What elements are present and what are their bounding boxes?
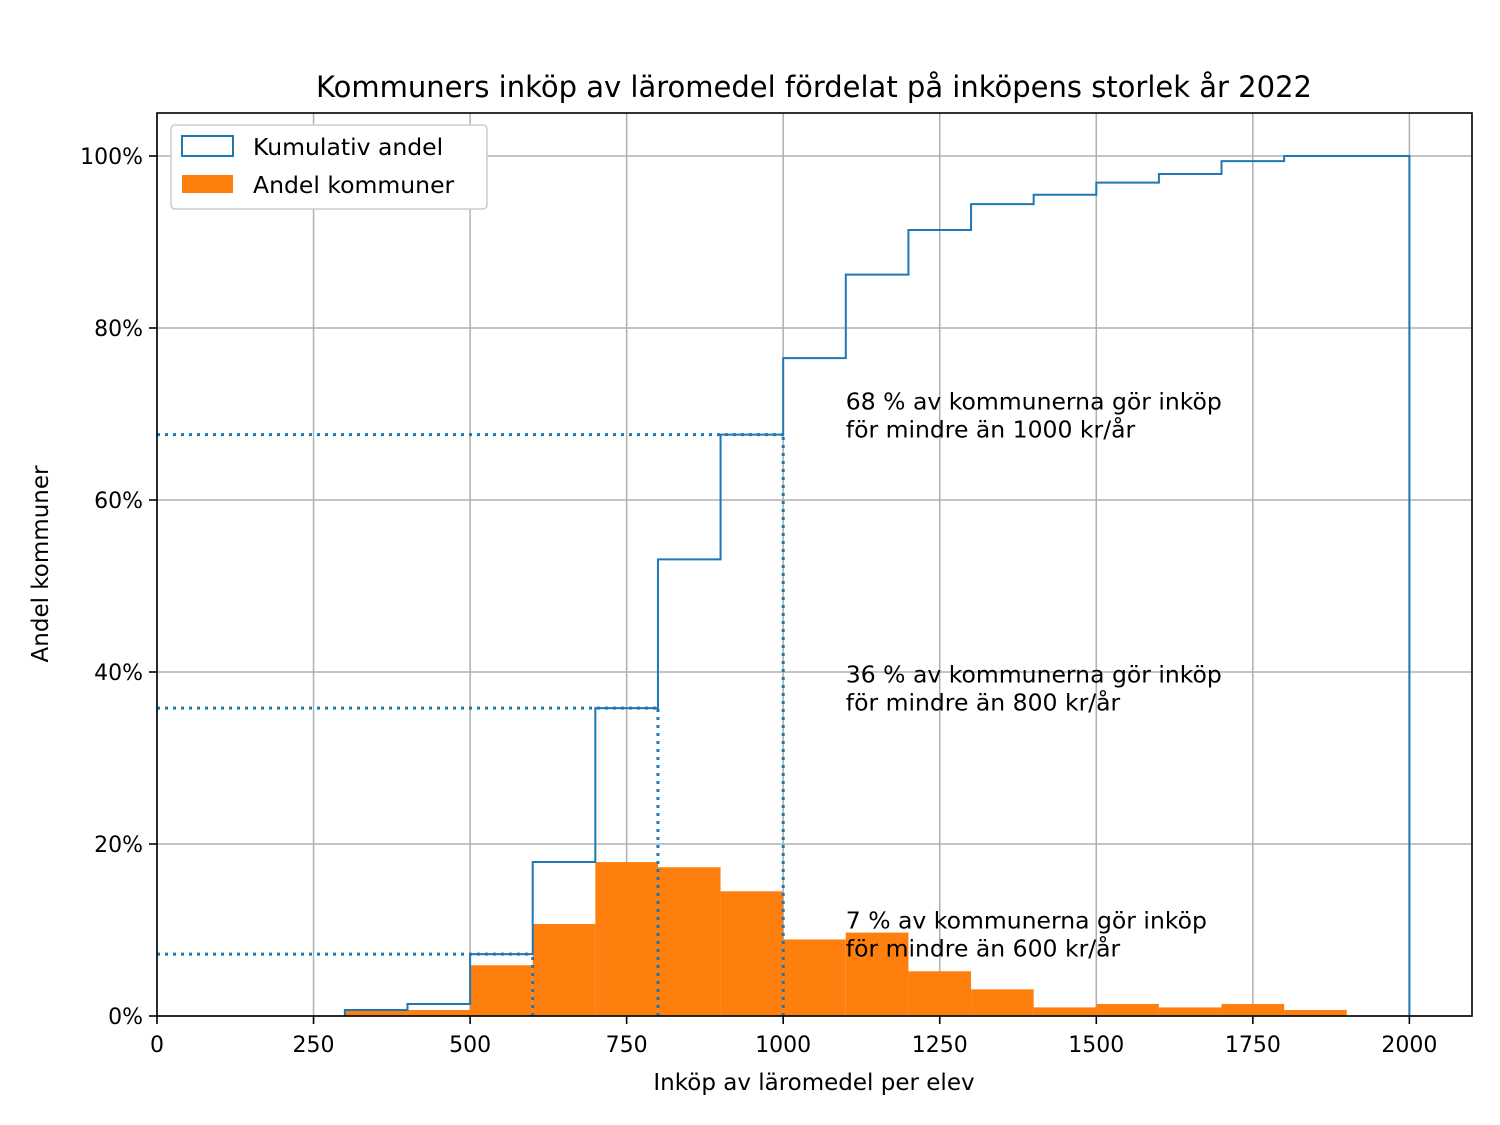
y-tick-label: 0% [108,1005,143,1030]
y-tick-label: 40% [94,661,143,686]
x-tick-label: 2000 [1381,1033,1437,1058]
cumulative-step-line [343,155,1411,1016]
x-tick-label: 1000 [755,1033,811,1058]
annotation-line: 7 % av kommunerna gör inköp [846,906,1207,934]
annotation-line: 68 % av kommunerna gör inköp [846,388,1222,416]
y-axis-ticks: 0% 20% 40% 60% 80% 100% [80,145,157,1030]
annotation-line: för mindre än 600 kr/år [846,934,1121,962]
histogram-bar [657,867,721,1016]
y-tick-label: 20% [94,833,143,858]
legend-swatch-bars [182,175,233,193]
histogram-bar [783,939,846,1016]
x-tick-label: 1750 [1225,1033,1281,1058]
x-axis-label: Inköp av läromedel per elev [653,1070,974,1096]
legend: Kumulativ andel Andel kommuner [170,124,488,210]
y-tick-label: 60% [94,489,143,514]
x-tick-label: 1500 [1068,1033,1124,1058]
reference-lines [157,433,785,1016]
chart-title: Kommuners inköp av läromedel fördelat på… [316,70,1312,104]
histogram-bar [470,965,533,1016]
histogram-bar [407,1009,471,1016]
x-axis-ticks: 0 250 500 750 1000 1250 1500 1750 2000 [150,1016,1437,1058]
y-tick-label: 80% [94,317,143,342]
x-tick-label: 500 [449,1033,491,1058]
histogram-bar [908,971,972,1016]
histogram-bar [1033,1007,1097,1016]
histogram-bar [595,862,658,1016]
legend-swatch-cumulative [181,135,234,157]
grid [156,113,1472,1017]
x-tick-label: 0 [150,1033,164,1058]
histogram-bar [720,891,784,1016]
y-axis-label: Andel kommuner [28,465,54,662]
bars-series [344,862,1347,1016]
annotation-line: 36 % av kommunerna gör inköp [846,660,1222,688]
annotation-line: för mindre än 1000 kr/år [846,416,1136,444]
x-tick-label: 250 [293,1033,335,1058]
histogram-bar [532,923,596,1016]
legend-box [170,124,488,210]
histogram-bar [1284,1009,1347,1016]
cumulative-series [343,155,1411,1016]
legend-label-cumulative: Kumulativ andel [253,133,443,161]
annotation-line: för mindre än 800 kr/år [846,688,1121,716]
x-tick-label: 750 [606,1033,648,1058]
x-tick-label: 1250 [912,1033,968,1058]
histogram-bar [1096,1003,1159,1016]
histogram-bar [1221,1003,1285,1016]
legend-label-bars: Andel kommuner [253,171,455,199]
histogram-bar [845,932,909,1016]
histogram-bar [1158,1007,1222,1016]
y-tick-label: 100% [80,145,143,170]
plot-frame [156,112,1473,1017]
histogram-bar [344,1009,408,1016]
histogram-bar [971,989,1034,1016]
